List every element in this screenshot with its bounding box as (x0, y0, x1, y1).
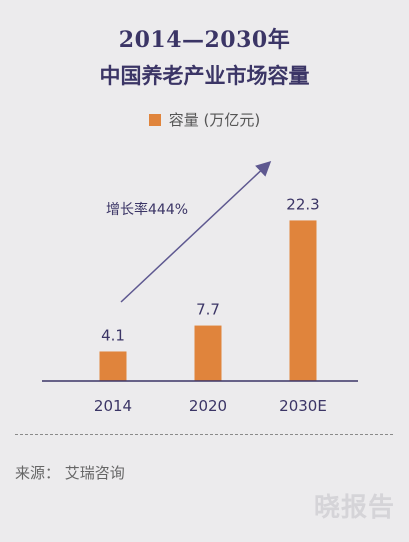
x-tick-label-2014: 2014 (94, 397, 132, 415)
data-label-2030E: 22.3 (286, 195, 319, 213)
bar-2020 (194, 325, 222, 381)
chart-title-line1: 2014—2030年 (118, 27, 291, 53)
data-label-2020: 7.7 (196, 301, 220, 319)
growth-arrow (120, 160, 272, 303)
bar-2014 (99, 351, 127, 381)
data-label-2014: 4.1 (101, 326, 125, 344)
x-tick-label-2030E: 2030E (279, 397, 327, 415)
legend-swatch (148, 113, 161, 126)
x-tick-label-2020: 2020 (189, 397, 227, 415)
chart-title-line2: 中国养老产业市场容量 (99, 63, 310, 88)
source-note: 来源： 艾瑞咨询 (15, 464, 125, 482)
bar-2030E (289, 220, 317, 381)
legend-label: 容量 (万亿元) (168, 111, 261, 129)
growth-annotation: 增长率444% (106, 201, 188, 218)
legend: 容量 (万亿元) (0, 109, 409, 130)
divider (15, 434, 393, 435)
watermark: 晓报告 (313, 493, 395, 523)
